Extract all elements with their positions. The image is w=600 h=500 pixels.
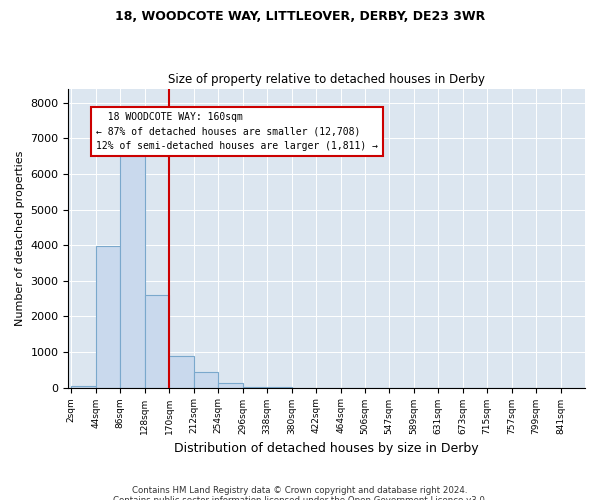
Text: 18, WOODCOTE WAY, LITTLEOVER, DERBY, DE23 3WR: 18, WOODCOTE WAY, LITTLEOVER, DERBY, DE2… <box>115 10 485 23</box>
Bar <box>194 372 218 388</box>
Text: Contains public sector information licensed under the Open Government Licence v3: Contains public sector information licen… <box>113 496 487 500</box>
Bar <box>120 156 145 388</box>
Text: 18 WOODCOTE WAY: 160sqm
← 87% of detached houses are smaller (12,708)
12% of sem: 18 WOODCOTE WAY: 160sqm ← 87% of detache… <box>96 112 378 152</box>
Bar <box>71 386 96 388</box>
Bar <box>96 246 120 388</box>
Title: Size of property relative to detached houses in Derby: Size of property relative to detached ho… <box>168 73 485 86</box>
Bar <box>218 384 243 388</box>
X-axis label: Distribution of detached houses by size in Derby: Distribution of detached houses by size … <box>175 442 479 455</box>
Bar <box>145 295 169 388</box>
Bar <box>243 386 267 388</box>
Y-axis label: Number of detached properties: Number of detached properties <box>15 150 25 326</box>
Text: Contains HM Land Registry data © Crown copyright and database right 2024.: Contains HM Land Registry data © Crown c… <box>132 486 468 495</box>
Bar <box>169 356 194 388</box>
